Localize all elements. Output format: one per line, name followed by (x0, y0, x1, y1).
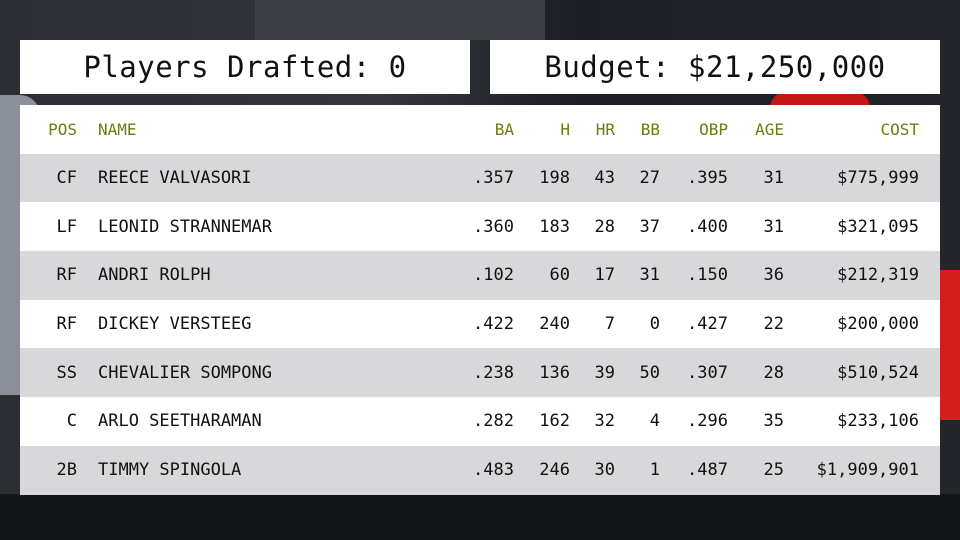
cell-cost: $233,106 (837, 411, 919, 432)
cell-h: 183 (539, 216, 570, 237)
cell-ba: .102 (473, 265, 514, 286)
cell-pos: SS (56, 362, 77, 383)
cell-obp: .307 (687, 362, 728, 383)
cell-name: ARLO SEETHARAMAN (98, 411, 262, 432)
cell-hr: 43 (594, 168, 615, 189)
budget-panel: Budget: $21,250,000 (490, 40, 940, 94)
cell-h: 240 (539, 314, 570, 335)
cell-hr: 7 (604, 314, 615, 335)
cell-bb: 50 (639, 362, 660, 383)
cell-h: 60 (549, 265, 570, 286)
cell-cost: $212,319 (837, 265, 919, 286)
background-shape-top (255, 0, 545, 40)
cell-age: 31 (763, 216, 784, 237)
cell-hr: 28 (594, 216, 615, 237)
cell-age: 31 (763, 168, 784, 189)
cell-pos: C (66, 411, 77, 432)
player-row[interactable]: SS CHEVALIER SOMPONG .238 136 39 50 .307… (20, 348, 940, 398)
cell-ba: .360 (473, 216, 514, 237)
cell-hr: 17 (594, 265, 615, 286)
player-row[interactable]: C ARLO SEETHARAMAN .282 162 32 4 .296 35… (20, 397, 940, 446)
column-header-bb[interactable]: BB (640, 119, 660, 139)
column-header-pos[interactable]: POS (48, 119, 77, 139)
cell-hr: 32 (594, 411, 615, 432)
cell-name: REECE VALVASORI (98, 168, 252, 189)
cell-name: TIMMY SPINGOLA (98, 460, 242, 481)
cell-ba: .282 (473, 411, 514, 432)
cell-bb: 4 (649, 411, 660, 432)
cell-ba: .357 (473, 168, 514, 189)
column-header-ba[interactable]: BA (494, 119, 514, 139)
cell-h: 198 (539, 168, 570, 189)
background-bottom-band (0, 494, 960, 540)
player-row[interactable]: 2B TIMMY SPINGOLA .483 246 30 1 .487 25 … (20, 445, 940, 495)
cell-h: 136 (539, 362, 570, 383)
cell-name: LEONID STRANNEMAR (98, 216, 272, 237)
cell-pos: RF (56, 314, 77, 335)
cell-age: 25 (763, 460, 784, 481)
players-drafted-label: Players Drafted: 0 (83, 50, 407, 84)
cell-h: 246 (539, 460, 570, 481)
players-drafted-panel: Players Drafted: 0 (20, 40, 470, 94)
budget-label: Budget: $21,250,000 (544, 50, 886, 84)
cell-name: ANDRI ROLPH (98, 265, 211, 286)
cell-age: 36 (763, 265, 784, 286)
cell-pos: CF (56, 168, 77, 189)
cell-cost: $200,000 (837, 314, 919, 335)
cell-age: 22 (763, 314, 784, 335)
cell-bb: 31 (639, 265, 660, 286)
cell-bb: 37 (639, 216, 660, 237)
cell-hr: 30 (594, 460, 615, 481)
cell-hr: 39 (594, 362, 615, 383)
cell-bb: 0 (649, 314, 660, 335)
cell-pos: 2B (56, 460, 77, 481)
cell-name: DICKEY VERSTEEG (98, 314, 252, 335)
column-header-hr[interactable]: HR (595, 119, 615, 139)
cell-cost: $510,524 (837, 362, 919, 383)
cell-ba: .238 (473, 362, 514, 383)
cell-cost: $775,999 (837, 168, 919, 189)
cell-bb: 1 (649, 460, 660, 481)
cell-obp: .296 (687, 411, 728, 432)
cell-bb: 27 (639, 168, 660, 189)
cell-age: 35 (763, 411, 784, 432)
background-shape-red-top (770, 92, 870, 108)
cell-ba: .483 (473, 460, 514, 481)
cell-obp: .487 (687, 460, 728, 481)
cell-cost: $1,909,901 (816, 460, 919, 481)
background-shape-left (0, 95, 40, 395)
cell-pos: RF (56, 265, 77, 286)
background-shape-red-right (920, 270, 960, 420)
column-header-cost[interactable]: COST (880, 119, 919, 139)
cell-name: CHEVALIER SOMPONG (98, 362, 272, 383)
column-header-h[interactable]: H (560, 119, 570, 139)
cell-pos: LF (56, 216, 77, 237)
column-header-name[interactable]: NAME (98, 119, 137, 139)
player-row[interactable]: CF REECE VALVASORI .357 198 43 27 .395 3… (20, 153, 940, 203)
player-row[interactable]: RF ANDRI ROLPH .102 60 17 31 .150 36 $21… (20, 251, 940, 300)
cell-age: 28 (763, 362, 784, 383)
cell-obp: .427 (687, 314, 728, 335)
table-header-row: POS NAME BA H HR BB OBP AGE COST (20, 105, 940, 154)
player-row[interactable]: RF DICKEY VERSTEEG .422 240 7 0 .427 22 … (20, 299, 940, 349)
cell-obp: .400 (687, 216, 728, 237)
cell-ba: .422 (473, 314, 514, 335)
cell-obp: .395 (687, 168, 728, 189)
player-row[interactable]: LF LEONID STRANNEMAR .360 183 28 37 .400… (20, 202, 940, 252)
player-roster-table: POS NAME BA H HR BB OBP AGE COST CF REEC… (20, 105, 940, 495)
cell-h: 162 (539, 411, 570, 432)
column-header-obp[interactable]: OBP (699, 119, 728, 139)
cell-cost: $321,095 (837, 216, 919, 237)
cell-obp: .150 (687, 265, 728, 286)
column-header-age[interactable]: AGE (755, 119, 784, 139)
